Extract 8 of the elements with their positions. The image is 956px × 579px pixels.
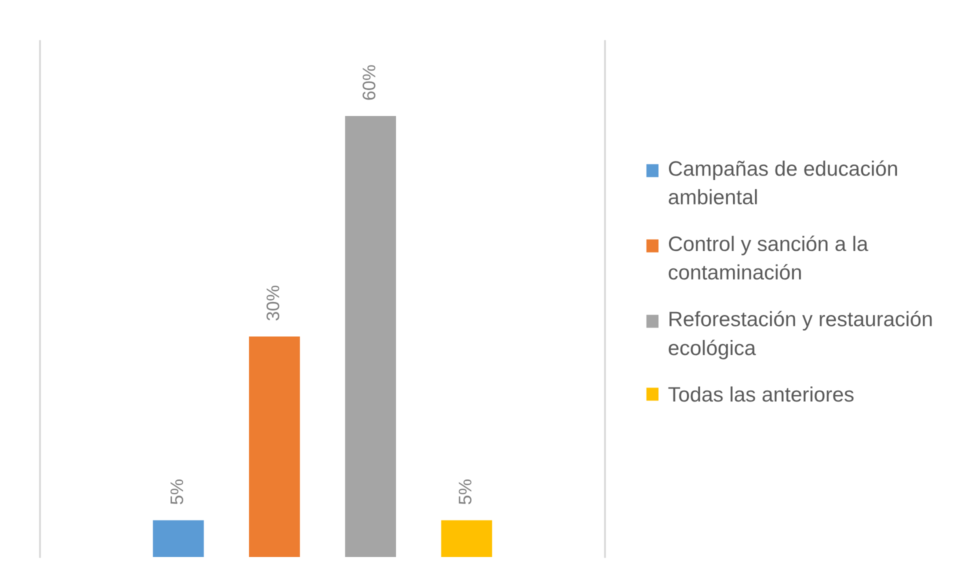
legend-label: Reforestación y restauración ecológica (668, 310, 932, 360)
legend-label: Campañas de educación ambiental (668, 160, 897, 204)
data-label: 30% (266, 286, 280, 321)
data-label: 5% (170, 480, 184, 504)
data-label: 5% (458, 480, 472, 504)
legend-label: Todas las anteriores (668, 386, 854, 402)
legend-label: Control y sanción a la contaminación (668, 236, 868, 280)
data-label: 60% (362, 65, 376, 100)
